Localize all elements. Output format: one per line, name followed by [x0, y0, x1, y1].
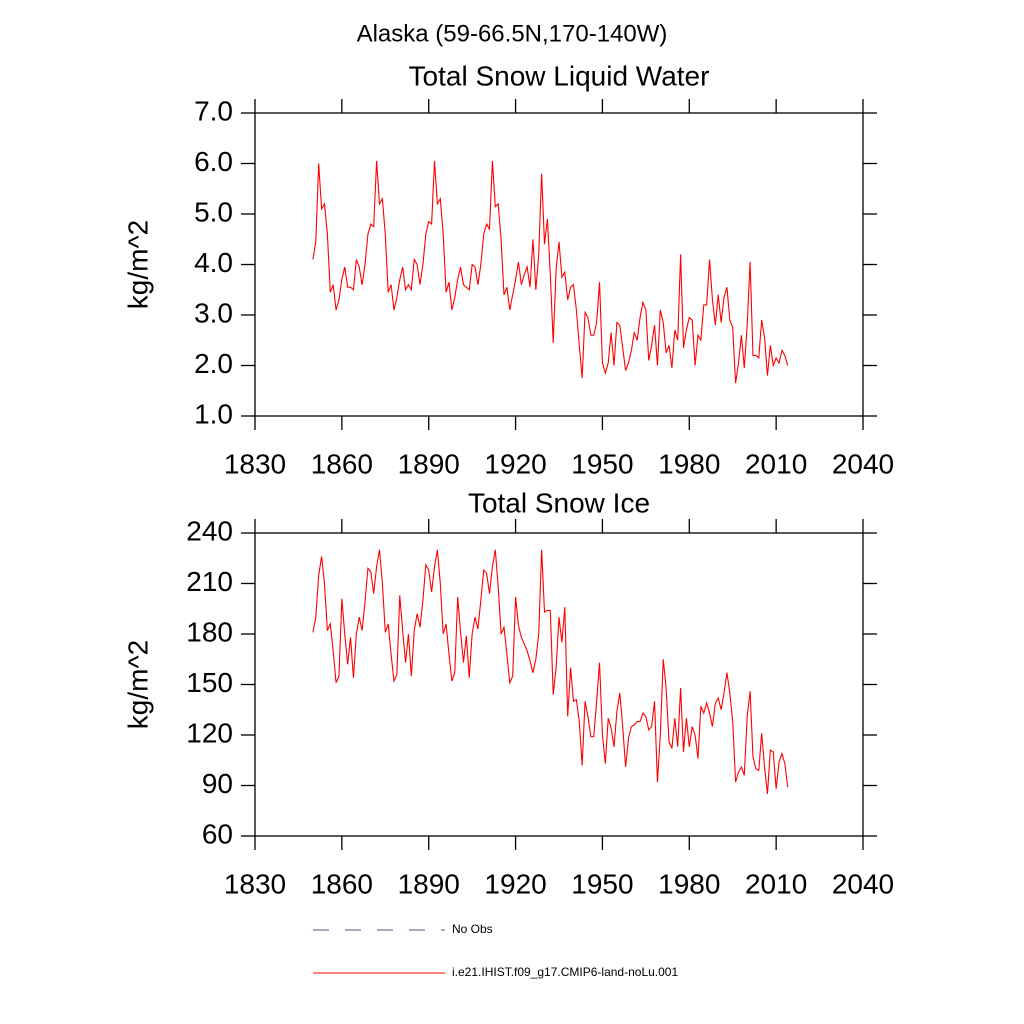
x-tick-label: 1890 [398, 448, 460, 479]
legend-label: i.e21.IHIST.f09_g17.CMIP6-land-noLu.001 [452, 965, 678, 979]
x-tick-label: 2040 [832, 448, 894, 479]
panel: Total Snow Liquid Water kg/m^2 1.0 2.0 3.0 4.… [122, 60, 894, 479]
x-tick-label: 1830 [224, 868, 286, 899]
data-line [312, 160, 789, 384]
panel: Total Snow Ice kg/m^2 60 90 120 150 180 210 240 1… [122, 487, 894, 899]
y-tick-label: 4.0 [194, 247, 233, 278]
y-tick-label: 180 [186, 616, 233, 647]
x-tick-label: 1860 [311, 868, 373, 899]
y-tick-label: 120 [186, 717, 233, 748]
plot-frame [254, 532, 864, 837]
y-tick-label: 90 [202, 768, 233, 799]
plot-frame [254, 112, 864, 417]
legend-label: No Obs [452, 922, 493, 936]
x-tick-label: 1950 [571, 448, 633, 479]
y-tick-label: 60 [202, 818, 233, 849]
x-tick-label: 1950 [571, 868, 633, 899]
panel-title: Total Snow Ice [468, 487, 650, 518]
panel-title: Total Snow Liquid Water [409, 60, 710, 91]
y-tick-label: 6.0 [194, 146, 233, 177]
x-tick-label: 2040 [832, 868, 894, 899]
y-tick-label: 7.0 [194, 95, 233, 126]
figure-title: Alaska (59-66.5N,170-140W) [357, 20, 668, 47]
y-tick-label: 240 [186, 515, 233, 546]
y-tick-label: 5.0 [194, 196, 233, 227]
x-tick-label: 2010 [745, 448, 807, 479]
x-tick-label: 1920 [484, 868, 546, 899]
x-tick-label: 1890 [398, 868, 460, 899]
y-tick-label: 1.0 [194, 398, 233, 429]
x-tick-label: 1830 [224, 448, 286, 479]
x-tick-label: 2010 [745, 868, 807, 899]
y-tick-label: 2.0 [194, 348, 233, 379]
y-tick-label: 150 [186, 667, 233, 698]
y-axis-label: kg/m^2 [122, 220, 153, 309]
x-tick-label: 1980 [658, 868, 720, 899]
x-tick-label: 1860 [311, 448, 373, 479]
y-axis-label: kg/m^2 [122, 640, 153, 729]
x-tick-label: 1920 [484, 448, 546, 479]
y-tick-label: 210 [186, 566, 233, 597]
x-tick-label: 1980 [658, 448, 720, 479]
data-line [312, 549, 789, 794]
y-tick-label: 3.0 [194, 297, 233, 328]
